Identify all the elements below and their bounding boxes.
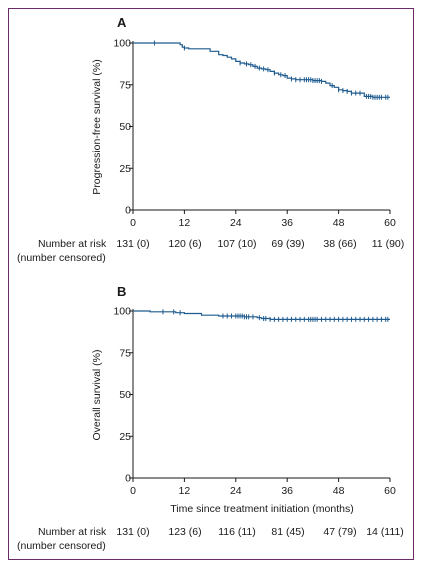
risk-table-b-header: Number at risk bbox=[38, 526, 107, 538]
panel-a-x-tick-label: 36 bbox=[281, 217, 293, 229]
panel-a-x-tick-label: 0 bbox=[130, 217, 136, 229]
panel-b-x-tick-label: 36 bbox=[281, 485, 293, 497]
panel-a-y-axis-title: Progression-free survival (%) bbox=[91, 59, 103, 194]
panel-a-y-tick-label: 50 bbox=[119, 121, 131, 133]
risk-b-value: 81 (45) bbox=[271, 526, 304, 538]
panel-b-x-tick-label: 0 bbox=[130, 485, 136, 497]
risk-table-a-subheader: (number censored) bbox=[17, 252, 106, 264]
risk-a-value: 69 (39) bbox=[271, 238, 304, 250]
panel-b-plot: 0 25 50 75 100 0 12 24 36 48 60 bbox=[113, 306, 396, 498]
panel-a-x-tick-label: 60 bbox=[384, 217, 396, 229]
panel-b-x-tick-label: 60 bbox=[384, 485, 396, 497]
figure-frame bbox=[8, 8, 414, 560]
panel-a-y-tick-label: 25 bbox=[119, 163, 131, 175]
risk-b-value: 47 (79) bbox=[323, 526, 356, 538]
panel-a-survival-curve bbox=[133, 42, 390, 98]
risk-a-value: 131 (0) bbox=[116, 238, 149, 250]
panel-b-label: B bbox=[117, 284, 126, 299]
panel-b-y-tick-label: 0 bbox=[125, 473, 131, 485]
panel-a-y-tick-label: 75 bbox=[119, 79, 131, 91]
panel-b-y-tick-label: 50 bbox=[119, 389, 131, 401]
panel-b-y-tick-label: 25 bbox=[119, 431, 131, 443]
risk-a-value: 107 (10) bbox=[217, 238, 256, 250]
panel-a-y-tick-label: 0 bbox=[125, 205, 131, 217]
panel-a-x-tick-label: 12 bbox=[179, 217, 191, 229]
panel-b-y-tick-label: 100 bbox=[113, 306, 131, 318]
panel-b-x-tick-label: 48 bbox=[333, 485, 345, 497]
risk-table-a-header: Number at risk bbox=[38, 238, 107, 250]
panel-b-y-axis-title: Overall survival (%) bbox=[91, 349, 103, 440]
panel-a-x-tick-label: 48 bbox=[333, 217, 345, 229]
panel-b-x-tick-label: 24 bbox=[230, 485, 242, 497]
panel-a-y-tick-label: 100 bbox=[113, 38, 131, 50]
risk-b-value: 116 (11) bbox=[218, 526, 256, 538]
risk-a-value: 120 (6) bbox=[168, 238, 201, 250]
panel-b-x-tick-label: 12 bbox=[179, 485, 191, 497]
panel-a-label: A bbox=[117, 15, 127, 30]
risk-a-value: 38 (66) bbox=[323, 238, 356, 250]
panel-b-x-axis-title: Time since treatment initiation (months) bbox=[170, 503, 353, 515]
panel-b-y-tick-label: 75 bbox=[119, 347, 131, 359]
risk-b-value: 131 (0) bbox=[116, 526, 149, 538]
risk-b-value: 123 (6) bbox=[168, 526, 201, 538]
risk-table-b-subheader: (number censored) bbox=[17, 540, 106, 552]
risk-a-value: 11 (90) bbox=[372, 238, 405, 250]
panel-a-plot: 0 25 50 75 100 0 12 24 36 48 60 bbox=[113, 38, 396, 230]
risk-b-value: 14 (111) bbox=[366, 526, 404, 538]
panel-a-x-tick-label: 24 bbox=[230, 217, 242, 229]
